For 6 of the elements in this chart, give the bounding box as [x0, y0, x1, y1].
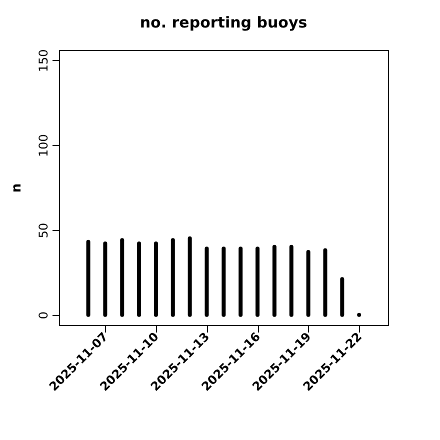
y-tick-label: 50 — [36, 222, 50, 238]
y-axis-title: n — [10, 183, 24, 193]
chart-title: no. reporting buoys — [140, 14, 308, 32]
y-tick-label: 150 — [36, 49, 50, 72]
y-tick-label: 100 — [36, 134, 50, 158]
y-tick-label: 0 — [36, 311, 50, 320]
